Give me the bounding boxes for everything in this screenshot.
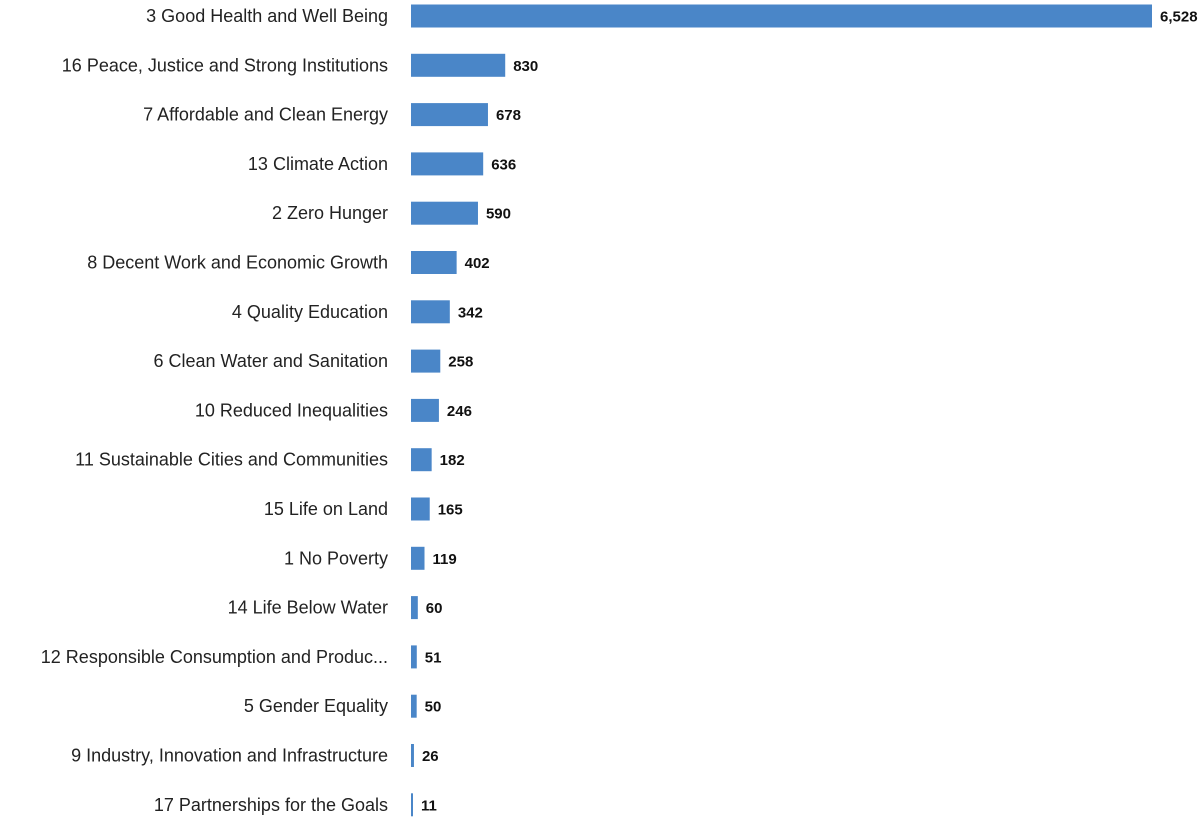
category-label: 12 Responsible Consumption and Produc... [41,647,388,667]
category-label: 13 Climate Action [248,154,388,174]
value-label: 165 [438,502,463,519]
value-label: 830 [513,58,538,75]
value-label: 678 [496,107,521,124]
value-labels: 6,528 830 678 636 590 402 342 258 246 182 165 119 60… [421,9,1198,815]
category-label: 14 Life Below Water [228,598,388,618]
bar [411,744,414,767]
value-label: 258 [448,354,473,371]
value-label: 590 [486,206,511,223]
category-label: 15 Life on Land [264,499,388,519]
category-label: 10 Reduced Inequalities [195,400,388,420]
bar [411,300,450,324]
bar [411,349,441,373]
value-label: 50 [425,699,442,716]
bar [411,398,439,422]
bar [411,497,430,521]
bar [411,4,1152,28]
bar [411,694,417,718]
value-label: 11 [421,797,437,814]
bar [411,201,478,225]
category-label: 3 Good Health and Well Being [146,6,388,26]
category-label: 16 Peace, Justice and Strong Institution… [62,55,388,75]
bar [411,793,413,817]
category-labels: 3 Good Health and Well Being 16 Peace, Ju… [41,6,388,815]
bar [411,152,484,176]
value-label: 26 [422,748,439,765]
value-label: 246 [447,403,472,420]
category-label: 11 Sustainable Cities and Communities [75,450,388,470]
bar [411,103,488,127]
category-label: 7 Affordable and Clean Energy [143,105,388,125]
value-label: 119 [433,551,457,568]
value-label: 402 [465,255,490,272]
category-label: 9 Industry, Innovation and Infrastructur… [71,746,388,766]
bar [411,546,425,570]
category-label: 5 Gender Equality [244,696,388,716]
category-label: 17 Partnerships for the Goals [154,795,388,815]
bar [411,448,432,472]
value-label: 342 [458,304,483,321]
value-label: 6,528 [1160,9,1198,26]
value-label: 60 [426,600,443,617]
category-label: 4 Quality Education [232,302,388,322]
bar [411,645,417,669]
category-label: 2 Zero Hunger [272,203,388,223]
category-label: 1 No Poverty [284,548,388,568]
bar [411,251,457,274]
category-label: 6 Clean Water and Sanitation [154,351,388,371]
bar [411,596,418,620]
bar [411,53,506,77]
value-label: 636 [491,156,516,173]
category-label: 8 Decent Work and Economic Growth [87,253,388,273]
bars [411,4,1152,817]
value-label: 182 [440,452,465,469]
value-label: 51 [425,649,442,666]
